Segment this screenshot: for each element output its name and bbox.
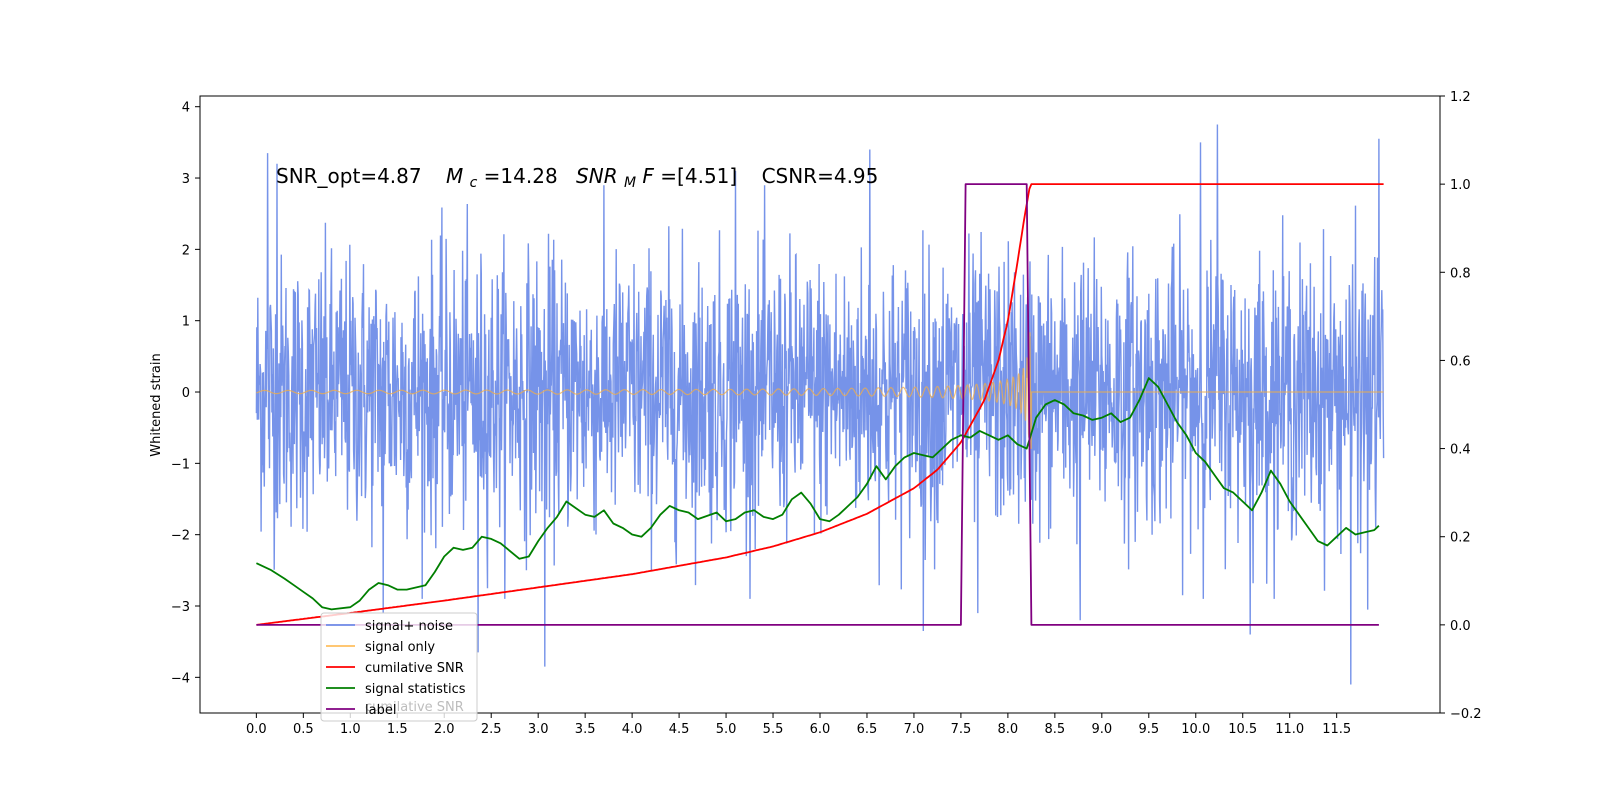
right-y-tick-label: 1.2 <box>1450 90 1471 105</box>
x-tick-label: 9.0 <box>1091 722 1112 737</box>
annotation-mc-value: =14.28 <box>484 164 558 188</box>
legend-label: signal only <box>365 640 435 655</box>
right-y-tick-label: 0.6 <box>1450 354 1471 369</box>
annotation-snr-opt: SNR_opt=4.87 <box>276 164 422 188</box>
series-cumulative-snr <box>256 183 1384 626</box>
legend-box <box>320 612 478 722</box>
right-y-tick-label: −0.2 <box>1450 707 1482 722</box>
series-signal-statistics <box>256 377 1380 611</box>
x-tick-label: 7.5 <box>951 722 972 737</box>
right-y-axis-ticks: −0.2 0.0 0.2 0.4 0.6 0.8 1.0 1.2 <box>1440 90 1482 722</box>
legend-label: cumilative SNR <box>365 661 464 676</box>
left-y-tick-label: 2 <box>182 243 190 258</box>
x-tick-label: 9.5 <box>1138 722 1159 737</box>
legend-ghost-text: cumilative SNR <box>365 700 464 715</box>
series-signal-only <box>256 332 1384 449</box>
x-tick-label: 3.5 <box>575 722 596 737</box>
x-axis-ticks: 0.0 0.5 1.0 1.5 2.0 2.5 3.0 3.5 4.0 4.5 5.0 5.5 6.0 6… <box>246 713 1351 737</box>
right-y-tick-label: 0.4 <box>1450 443 1471 458</box>
signal-only-line <box>256 332 1384 449</box>
legend-label: signal+ noise <box>365 619 453 634</box>
plot-area <box>255 124 1385 685</box>
x-tick-label: 11.0 <box>1275 722 1304 737</box>
x-tick-label: 5.0 <box>716 722 737 737</box>
left-y-tick-label: 0 <box>182 386 190 401</box>
annotation-mc-symbol: M <box>446 164 463 188</box>
left-y-tick-label: 4 <box>182 101 190 116</box>
cumulative-snr-line <box>256 183 1384 626</box>
x-tick-label: 4.0 <box>622 722 643 737</box>
label-line <box>256 183 1379 626</box>
right-y-tick-label: 0.8 <box>1450 266 1471 281</box>
x-tick-label: 1.5 <box>387 722 408 737</box>
x-tick-label: 8.0 <box>998 722 1019 737</box>
annotation-snr-value: =[4.51] <box>660 164 737 188</box>
x-tick-label: 3.0 <box>528 722 549 737</box>
y-axis-label-left: Whitened strain <box>149 353 164 456</box>
series-signal-noise <box>255 124 1385 685</box>
x-tick-label: 6.5 <box>857 722 878 737</box>
x-tick-label: 8.5 <box>1045 722 1066 737</box>
x-tick-label: 2.5 <box>481 722 502 737</box>
x-tick-label: 7.0 <box>904 722 925 737</box>
x-tick-label: 6.0 <box>810 722 831 737</box>
annotation-snr-symbol: SNR <box>576 164 618 188</box>
annotation-f-symbol: F <box>642 164 654 188</box>
x-tick-label: 1.0 <box>340 722 361 737</box>
right-y-tick-label: 1.0 <box>1450 178 1471 193</box>
x-tick-label: 5.5 <box>763 722 784 737</box>
signal-statistics-line <box>256 377 1380 611</box>
snr-annotation: SNR_opt=4.87 M c =14.28 SNR M F =[4.51] … <box>276 164 878 192</box>
series-label <box>256 183 1379 626</box>
legend: cumilative SNR signal+ noise signal only c… <box>320 612 478 722</box>
annotation-snr-subscript: M <box>624 175 636 191</box>
right-y-tick-label: 0.2 <box>1450 531 1471 546</box>
left-y-tick-label: −4 <box>171 671 190 686</box>
left-y-tick-label: −3 <box>171 600 190 615</box>
annotation-csnr: CSNR=4.95 <box>762 164 879 188</box>
left-y-tick-label: −1 <box>171 457 190 472</box>
legend-label: signal statistics <box>365 682 466 697</box>
x-tick-label: 10.5 <box>1228 722 1257 737</box>
left-y-tick-label: −2 <box>171 529 190 544</box>
right-y-tick-label: 0.0 <box>1450 619 1471 634</box>
legend-label: label <box>365 703 396 718</box>
annotation-mc-subscript: c <box>470 175 478 191</box>
x-tick-label: 0.5 <box>293 722 314 737</box>
left-y-axis-ticks: −4 −3 −2 −1 0 1 2 3 4 <box>171 101 200 686</box>
x-tick-label: 4.5 <box>669 722 690 737</box>
x-tick-label: 2.0 <box>434 722 455 737</box>
x-tick-label: 0.0 <box>246 722 267 737</box>
x-tick-label: 10.0 <box>1181 722 1210 737</box>
x-tick-label: 11.5 <box>1322 722 1351 737</box>
left-y-tick-label: 3 <box>182 172 190 187</box>
left-y-tick-label: 1 <box>182 315 190 330</box>
signal-noise-line <box>255 124 1385 685</box>
